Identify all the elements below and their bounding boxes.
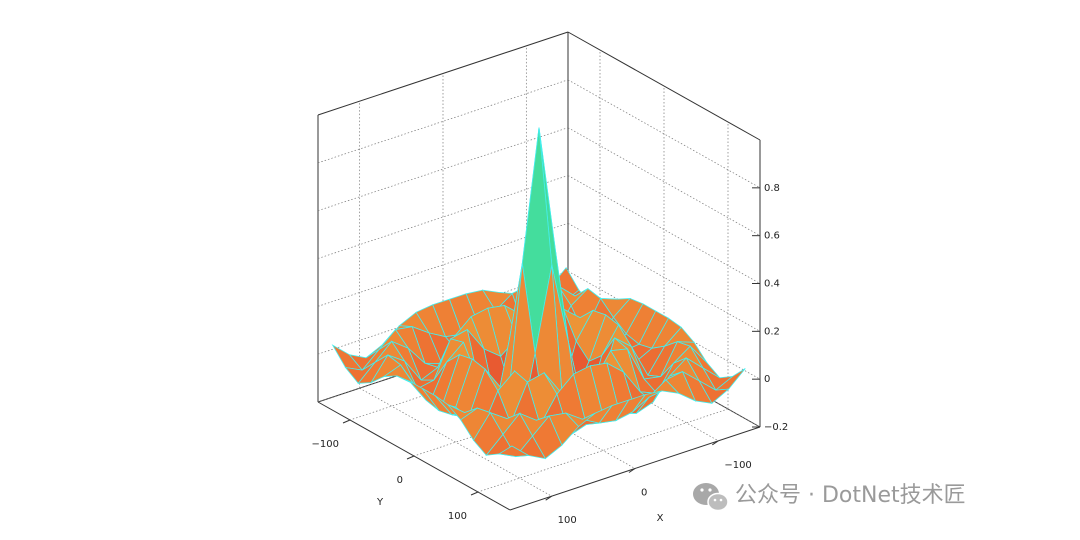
z-tick-label: 0.8 xyxy=(764,183,780,194)
x-axis-label: X xyxy=(657,513,664,524)
tick-mark xyxy=(470,491,479,496)
tick-mark xyxy=(712,440,719,446)
tick-mark xyxy=(545,495,552,501)
axes: −100 0 100 −100 0 100 −0.2 0 0.2 0.4 0.6 0.8 Y X xyxy=(312,140,788,526)
x-tick-label: −100 xyxy=(724,460,751,471)
surface xyxy=(331,127,746,460)
grid-line xyxy=(567,127,761,236)
x-tick-label: 0 xyxy=(641,488,647,499)
tick-mark xyxy=(628,468,636,473)
y-axis-label: Y xyxy=(376,497,384,508)
z-tick-label: −0.2 xyxy=(764,422,788,433)
z-tick-label: 0.4 xyxy=(764,279,780,290)
z-tick-label: 0.6 xyxy=(764,231,780,242)
y-tick-label: 100 xyxy=(448,511,467,522)
y-tick-label: −100 xyxy=(312,439,339,450)
z-tick-label: 0.2 xyxy=(764,326,780,337)
x-tick-label: 100 xyxy=(558,515,577,526)
y-tick-label: 0 xyxy=(397,475,403,486)
watermark: 公众号 · DotNet技术匠 xyxy=(735,483,966,508)
box-edge xyxy=(567,31,761,141)
box-edge xyxy=(317,31,569,116)
tick-mark xyxy=(406,455,415,460)
z-tick-label: 0 xyxy=(764,374,770,385)
tick-mark xyxy=(342,419,351,424)
watermark-icon xyxy=(693,483,729,512)
surface-patch xyxy=(497,445,530,457)
